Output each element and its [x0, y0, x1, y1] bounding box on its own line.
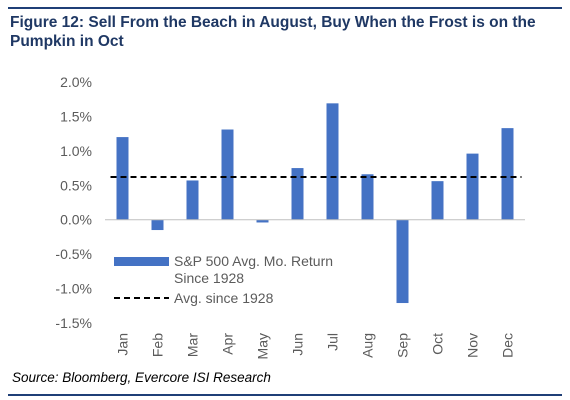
y-axis-ticks: 2.0% 1.5% 1.0% 0.5% 0.0% -0.5% -1.0% -1.5% — [55, 74, 92, 331]
bar-mar — [186, 180, 199, 220]
x-tick-label: Apr — [220, 333, 236, 355]
x-tick-label: Sep — [395, 333, 411, 358]
bar-dec — [501, 128, 514, 220]
bar-nov — [466, 153, 479, 220]
figure-title: Figure 12: Sell From the Beach in August… — [10, 14, 536, 50]
y-tick-label: 0.5% — [60, 177, 92, 193]
legend-bar-label-line2: Since 1928 — [174, 270, 244, 286]
x-tick-label: Mar — [185, 333, 201, 357]
bar-sep — [396, 219, 409, 304]
x-tick-label: Jun — [290, 333, 306, 356]
bar-oct — [431, 181, 444, 220]
legend: S&P 500 Avg. Mo. Return Since 1928 Avg. … — [114, 253, 333, 306]
bars-group — [116, 103, 514, 304]
y-tick-label: 1.5% — [60, 108, 92, 124]
bar-feb — [151, 219, 164, 231]
x-tick-label: Aug — [360, 333, 376, 358]
x-tick-label: Jan — [115, 333, 131, 356]
bar-jun — [291, 168, 304, 220]
top-rule — [8, 7, 562, 9]
bar-may — [256, 219, 269, 223]
y-tick-label: -1.0% — [55, 281, 92, 297]
x-tick-label: Oct — [430, 333, 446, 355]
bottom-rule — [8, 394, 562, 396]
y-tick-label: 1.0% — [60, 143, 92, 159]
x-axis-ticks: Jan Feb Mar Apr May Jun Jul Aug Sep Oct Nov Dec — [115, 333, 516, 360]
y-tick-label: 0.0% — [60, 212, 92, 228]
legend-line-label: Avg. since 1928 — [174, 290, 274, 306]
source-note: Source: Bloomberg, Evercore ISI Research — [12, 370, 271, 385]
x-tick-label: Nov — [465, 333, 481, 358]
legend-bar-label-line1: S&P 500 Avg. Mo. Return — [174, 253, 333, 269]
y-tick-label: -0.5% — [55, 246, 92, 262]
y-tick-label: -1.5% — [55, 315, 92, 331]
x-tick-label: Dec — [500, 333, 516, 358]
bar-jan — [116, 137, 129, 220]
bar-jul — [326, 103, 339, 220]
y-tick-label: 2.0% — [60, 74, 92, 90]
bar-apr — [221, 129, 234, 220]
bar-aug — [361, 174, 374, 220]
x-tick-label: May — [255, 333, 271, 359]
legend-bar-swatch — [114, 257, 169, 266]
x-tick-label: Jul — [325, 333, 341, 351]
x-tick-label: Feb — [150, 333, 166, 357]
